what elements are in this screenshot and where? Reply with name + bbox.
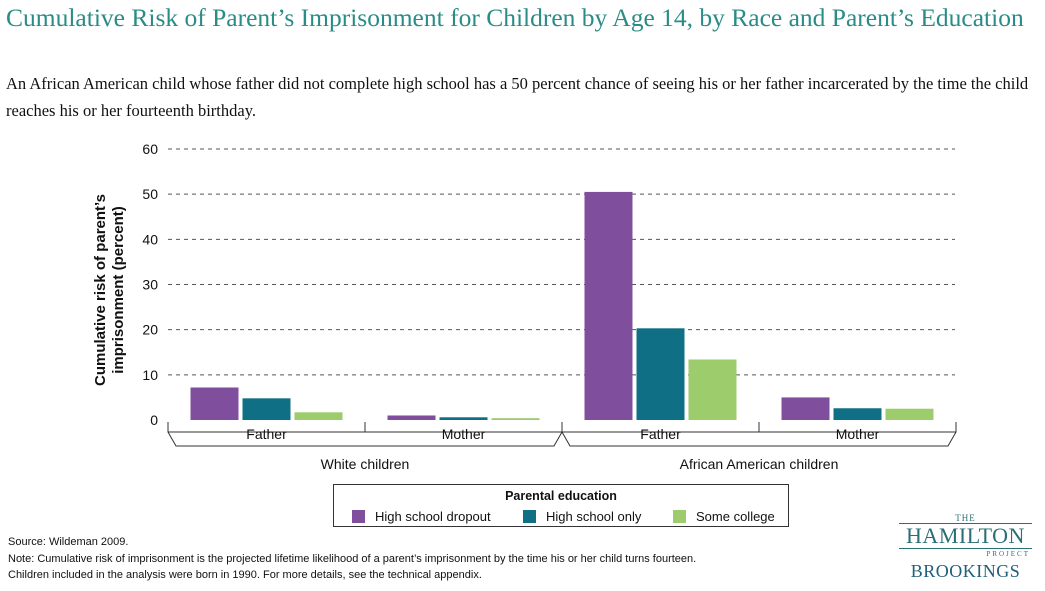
legend-swatch <box>352 510 365 523</box>
logo-brookings: BROOKINGS <box>910 561 1021 581</box>
bar <box>584 191 633 420</box>
legend-item-some-college: Some college <box>673 509 775 524</box>
logo-hamilton: HAMILTON <box>899 523 1032 549</box>
category-label: Father <box>246 426 287 442</box>
category-label: Mother <box>442 426 486 442</box>
group-label: African American children <box>680 456 839 472</box>
group-bracket <box>561 431 957 447</box>
bar <box>387 415 436 420</box>
bar <box>294 412 343 420</box>
source-note: Source: Wildeman 2009. <box>8 536 129 548</box>
y-tick-label: 40 <box>142 231 158 247</box>
y-tick-label: 60 <box>142 141 158 157</box>
legend-item-high-school-only: High school only <box>523 509 641 524</box>
hamilton-brookings-logo: THE HAMILTON PROJECT BROOKINGS <box>893 513 1038 582</box>
legend-item-high-school-dropout: High school dropout <box>352 509 491 524</box>
bar <box>190 387 239 420</box>
y-tick-label: 30 <box>142 277 158 293</box>
legend-label: High school only <box>546 509 642 524</box>
y-tick-label: 50 <box>142 186 158 202</box>
legend-swatch <box>523 510 536 523</box>
logo-the: THE <box>955 513 976 523</box>
legend: Parental education High school dropout H… <box>333 484 789 527</box>
y-tick-label: 10 <box>142 367 158 383</box>
legend-label: High school dropout <box>375 509 491 524</box>
bar <box>636 328 685 420</box>
bar <box>242 398 291 420</box>
bar <box>833 408 882 420</box>
bar <box>439 417 488 420</box>
group-label: White children <box>321 456 410 472</box>
category-label: Father <box>640 426 681 442</box>
group-bracket <box>167 431 563 447</box>
y-tick-label: 20 <box>142 322 158 338</box>
category-label: Mother <box>836 426 880 442</box>
logo-project: PROJECT <box>986 550 1030 558</box>
legend-label: Some college <box>696 509 775 524</box>
footnote: Note: Cumulative risk of imprisonment is… <box>8 551 828 583</box>
bar <box>885 408 934 420</box>
chart-title: Cumulative Risk of Parent’s Imprisonment… <box>6 3 1024 32</box>
footnote-line: Note: Cumulative risk of imprisonment is… <box>8 553 697 565</box>
category-bracket <box>758 422 957 433</box>
bar <box>491 418 540 420</box>
bar <box>688 359 737 420</box>
legend-swatch <box>673 510 686 523</box>
footnote-line: Children included in the analysis were b… <box>8 569 482 581</box>
legend-title: Parental education <box>505 489 617 503</box>
chart-subtitle: An African American child whose father d… <box>6 74 1029 120</box>
y-tick-label: 0 <box>150 412 158 428</box>
bar <box>781 397 830 420</box>
